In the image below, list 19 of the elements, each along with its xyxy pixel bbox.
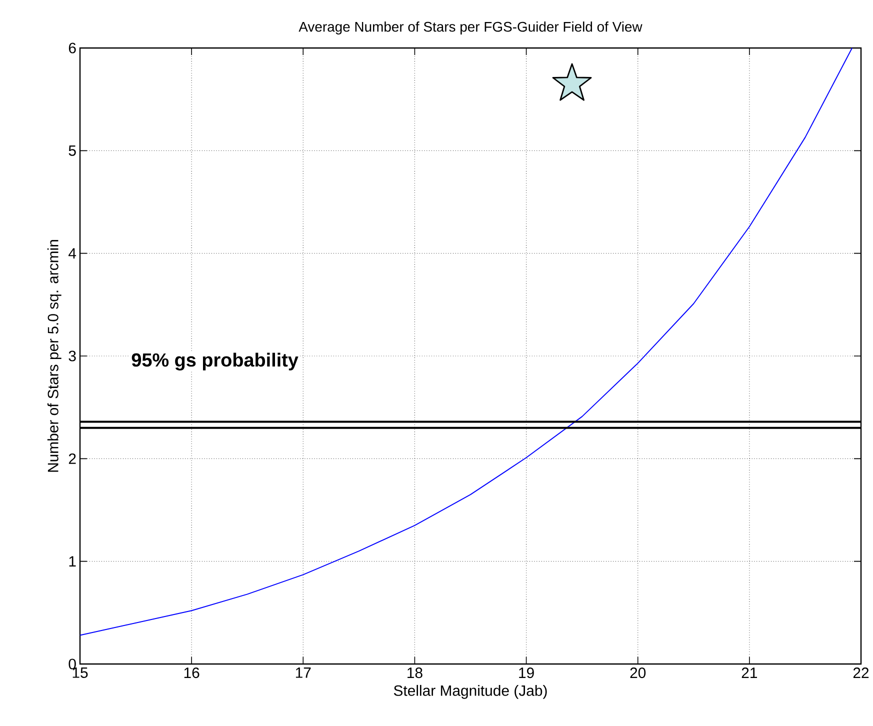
x-tick-label: 20 [630, 668, 646, 678]
y-tick-label: 3 [68, 350, 76, 362]
y-tick-label: 5 [68, 145, 76, 156]
chart-title: Average Number of Stars per FGS-Guider Field of View [298, 22, 642, 34]
x-tick-label: 21 [742, 668, 758, 678]
x-tick-label: 19 [519, 668, 534, 678]
x-tick-label: 15 [72, 668, 88, 678]
x-tick-label: 17 [296, 668, 311, 678]
y-tick-label: 2 [68, 453, 76, 464]
y-tick-label: 1 [69, 556, 76, 566]
x-axis-title: Stellar Magnitude (Jab) [394, 684, 547, 699]
y-tick-label: 6 [68, 42, 76, 54]
x-tick-label: 22 [853, 668, 869, 678]
ref-line-label: 95% gs probability [132, 352, 298, 371]
y-tick-label: 4 [68, 248, 76, 258]
y-axis-title: Number of Stars per 5.0 sq. arcmin [47, 240, 62, 472]
y-tick-label: 0 [68, 658, 76, 670]
x-tick-label: 16 [184, 668, 200, 678]
x-tick-label: 18 [408, 668, 422, 678]
